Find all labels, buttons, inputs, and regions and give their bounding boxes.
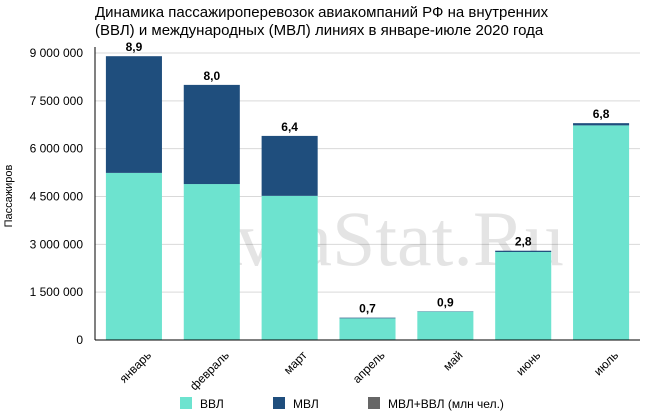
bar-segment — [261, 135, 318, 196]
bar-segment — [105, 56, 162, 173]
x-tick-label: апрель — [350, 348, 388, 386]
legend-swatch — [368, 397, 380, 409]
x-tick-label: март — [281, 348, 310, 377]
legend-swatch — [180, 397, 192, 409]
bar-segment — [183, 84, 240, 185]
data-label: 6,8 — [593, 107, 610, 121]
y-tick-label: 9 000 000 — [30, 46, 84, 60]
bar-segment — [183, 184, 240, 340]
data-label: 2,8 — [515, 235, 532, 249]
bar-segment — [573, 125, 630, 340]
bar-segment — [339, 317, 396, 319]
data-label: 0,9 — [437, 295, 454, 309]
bar-segment — [573, 123, 630, 126]
data-label: 6,4 — [281, 120, 298, 134]
bar-segment — [261, 195, 318, 340]
legend-label: ВВЛ — [200, 397, 224, 411]
y-tick-label: 7 500 000 — [30, 94, 84, 108]
legend-swatch — [273, 397, 285, 409]
bar-segment — [495, 250, 552, 252]
x-tick-label: июнь — [513, 348, 543, 378]
y-tick-label: 6 000 000 — [30, 142, 84, 156]
x-tick-label: май — [440, 348, 465, 373]
legend-label: МВЛ+ВВЛ (млн чел.) — [388, 397, 504, 411]
chart-title: Динамика пассажироперевозок авиакомпаний… — [95, 4, 549, 21]
x-tick-label: июль — [591, 348, 621, 378]
bar-segment — [417, 311, 474, 340]
x-tick-label: январь — [117, 348, 154, 385]
y-tick-label: 0 — [76, 333, 83, 347]
bar-segment — [495, 251, 552, 340]
data-label: 8,0 — [203, 69, 220, 83]
y-tick-label: 4 500 000 — [30, 190, 84, 204]
y-axis-label: Пассажиров — [3, 164, 15, 227]
y-tick-label: 3 000 000 — [30, 237, 84, 251]
legend-label: МВЛ — [293, 397, 319, 411]
x-tick-label: февраль — [187, 348, 232, 393]
bar-segment — [339, 318, 396, 340]
bar-segment — [105, 172, 162, 340]
y-tick-label: 1 500 000 — [30, 285, 84, 299]
data-label: 0,7 — [359, 302, 376, 316]
data-label: 8,9 — [126, 40, 143, 54]
chart-title: (ВВЛ) и международных (МВЛ) линиях в янв… — [95, 22, 544, 39]
